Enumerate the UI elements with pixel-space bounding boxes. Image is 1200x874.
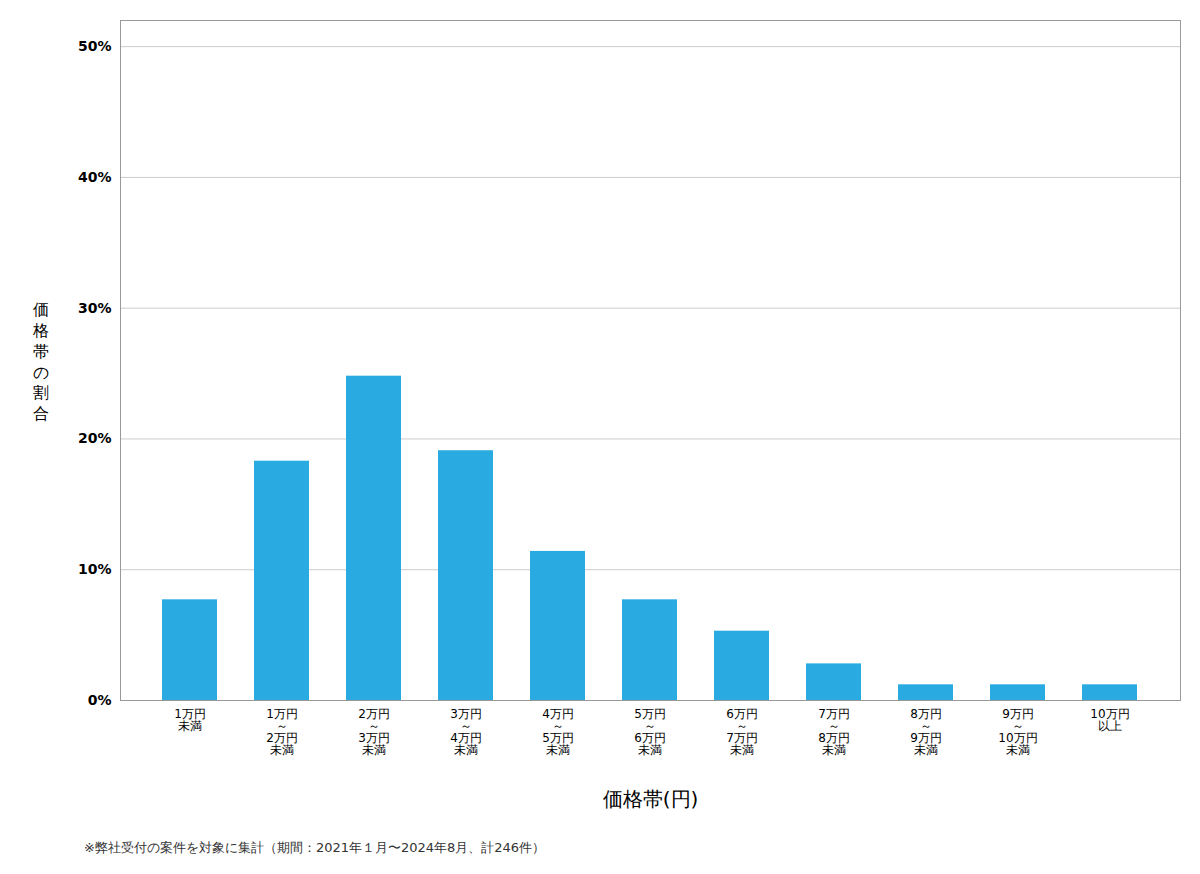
- svg-text:7万円～8万円未満: 7万円～8万円未満: [818, 707, 850, 757]
- svg-text:3万円～4万円未満: 3万円～4万円未満: [450, 707, 482, 757]
- svg-text:6万円～7万円未満: 6万円～7万円未満: [726, 707, 758, 757]
- svg-text:2万円～3万円未満: 2万円～3万円未満: [358, 707, 390, 757]
- svg-text:20%: 20%: [78, 430, 112, 446]
- svg-text:1万円～2万円未満: 1万円～2万円未満: [266, 707, 298, 757]
- svg-text:30%: 30%: [78, 300, 112, 316]
- svg-text:9万円～10万円未満: 9万円～10万円未満: [998, 707, 1037, 757]
- svg-text:5万円～6万円未満: 5万円～6万円未満: [634, 707, 666, 757]
- svg-text:8万円～9万円未満: 8万円～9万円未満: [910, 707, 942, 757]
- svg-text:10万円以上: 10万円以上: [1090, 707, 1129, 733]
- svg-text:価格帯(円): 価格帯(円): [603, 787, 699, 811]
- svg-text:0%: 0%: [88, 692, 112, 708]
- svg-text:10%: 10%: [78, 561, 112, 577]
- svg-text:50%: 50%: [78, 38, 112, 54]
- svg-text:価格帯の割合: 価格帯の割合: [32, 300, 49, 423]
- html-text:※弊社受付の案件を対象に集計（期間：2021年１月〜2024: ※弊社受付の案件を対象に集計（期間：2021年１月〜2024年8月、計246件）: [84, 840, 546, 855]
- svg-text:1万円未満: 1万円未満: [174, 707, 206, 733]
- svg-text:4万円～5万円未満: 4万円～5万円未満: [542, 707, 574, 757]
- svg-text:40%: 40%: [78, 169, 112, 185]
